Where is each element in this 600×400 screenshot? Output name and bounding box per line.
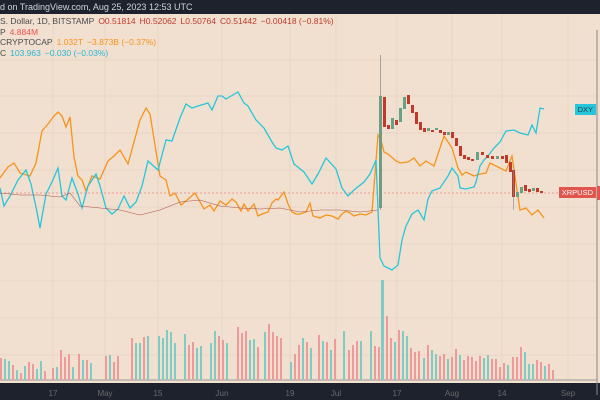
- x-tick-label: 15: [153, 389, 163, 398]
- x-tick-label: Aug: [444, 389, 460, 398]
- x-tick-label: 19: [285, 389, 295, 398]
- chart-area[interactable]: [0, 14, 600, 383]
- price-axis-marker: [597, 186, 600, 200]
- x-tick-label: Jun: [215, 389, 229, 398]
- bottom-bar: [0, 398, 600, 400]
- xrpusd-candles: [0, 55, 543, 216]
- source-bar: d on TradingView.com, Aug 25, 2023 12:53…: [0, 0, 600, 14]
- dxy-line: [0, 91, 545, 271]
- x-tick-label: May: [97, 389, 113, 398]
- legend-volume[interactable]: P 4.884M: [0, 26, 39, 37]
- source-text: d on TradingView.com, Aug 25, 2023 12:53…: [0, 2, 193, 12]
- x-tick-label: Sep: [560, 389, 576, 398]
- grid: [0, 14, 597, 380]
- x-tick-label: 17: [392, 389, 402, 398]
- legend-dxy[interactable]: C 103.963 −0.030 (−0.03%): [0, 47, 109, 58]
- x-tick-label: 14: [497, 389, 507, 398]
- chart-legend: S. Dollar, 1D, BITSTAMP O0.51814 H0.5206…: [0, 16, 334, 58]
- x-tick-label: Jul: [330, 389, 342, 398]
- volume-bars: [0, 280, 554, 380]
- cryptocap-line: [0, 106, 545, 220]
- dxy-price-tag: DXY: [574, 104, 596, 115]
- xrpusd-price-tag: XRPUSD: [558, 187, 596, 198]
- legend-cryptocap[interactable]: CRYPTOCAP 1.032T −3.873B (−0.37%): [0, 37, 157, 47]
- legend-main[interactable]: S. Dollar, 1D, BITSTAMP O0.51814 H0.5206…: [0, 16, 334, 26]
- x-tick-label: 17: [48, 389, 58, 398]
